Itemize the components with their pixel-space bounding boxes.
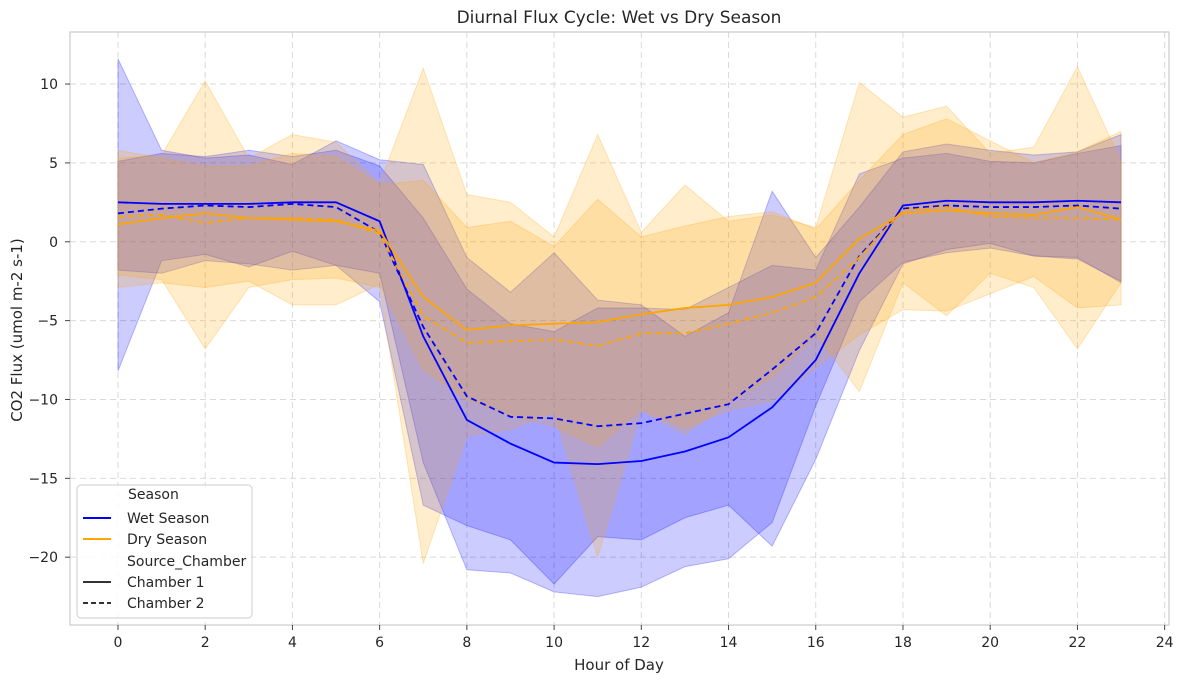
y-tick-label: −5: [37, 314, 58, 330]
legend-title-chamber: Source_Chamber: [127, 554, 246, 570]
legend: Season Wet Season Dry Season Source_Cham…: [76, 484, 253, 619]
confidence-bands: [117, 58, 1122, 598]
line-dry-season-chamber-1: [117, 206, 1122, 331]
x-tick-label: 0: [114, 635, 123, 651]
x-tick-label: 2: [201, 635, 210, 651]
x-tick-label: 14: [720, 635, 738, 651]
chart-title: Diurnal Flux Cycle: Wet vs Dry Season: [457, 8, 782, 28]
y-tick-label: 5: [49, 156, 58, 172]
legend-label-dry-season: Dry Season: [127, 532, 207, 548]
y-tick-label: −10: [28, 392, 58, 408]
x-axis-ticks: 0 2 4 6 8 10 12 14 16 18 20 22 24: [114, 625, 1174, 651]
plot-frame: [69, 31, 1170, 626]
x-tick-label: 22: [1069, 635, 1087, 651]
legend-title-season: Season: [128, 487, 179, 503]
x-axis-label: Hour of Day: [574, 656, 664, 674]
x-tick-label: 16: [807, 635, 825, 651]
legend-label-chamber-1: Chamber 1: [127, 575, 204, 591]
x-tick-label: 6: [375, 635, 384, 651]
x-tick-label: 24: [1156, 635, 1174, 651]
line-dry-season-chamber-2: [117, 206, 1122, 347]
band-dry-season-chamber-1: [117, 65, 1122, 564]
x-tick-label: 12: [632, 635, 650, 651]
y-tick-label: 10: [40, 77, 58, 93]
x-tick-label: 4: [288, 635, 297, 651]
band-wet-season-chamber-1: [117, 58, 1122, 585]
y-axis-label: CO2 Flux (umol m-2 s-1): [8, 238, 26, 422]
line-wet-season-chamber-1: [117, 199, 1122, 466]
legend-label-chamber-2: Chamber 2: [127, 596, 204, 612]
y-tick-label: 0: [49, 235, 58, 251]
y-tick-label: −15: [28, 471, 58, 487]
x-tick-label: 20: [981, 635, 999, 651]
x-tick-label: 10: [545, 635, 563, 651]
y-axis-ticks: −20 −15 −10 −5 0 5 10: [28, 77, 70, 566]
series-lines: [117, 199, 1122, 466]
legend-box: [76, 484, 253, 619]
x-tick-label: 8: [462, 635, 471, 651]
y-tick-label: −20: [28, 550, 58, 566]
line-wet-season-chamber-2: [117, 203, 1122, 428]
legend-label-wet-season: Wet Season: [127, 511, 209, 527]
x-tick-label: 18: [894, 635, 912, 651]
band-dry-season-chamber-2: [117, 118, 1122, 448]
band-wet-season-chamber-2: [117, 144, 1122, 598]
